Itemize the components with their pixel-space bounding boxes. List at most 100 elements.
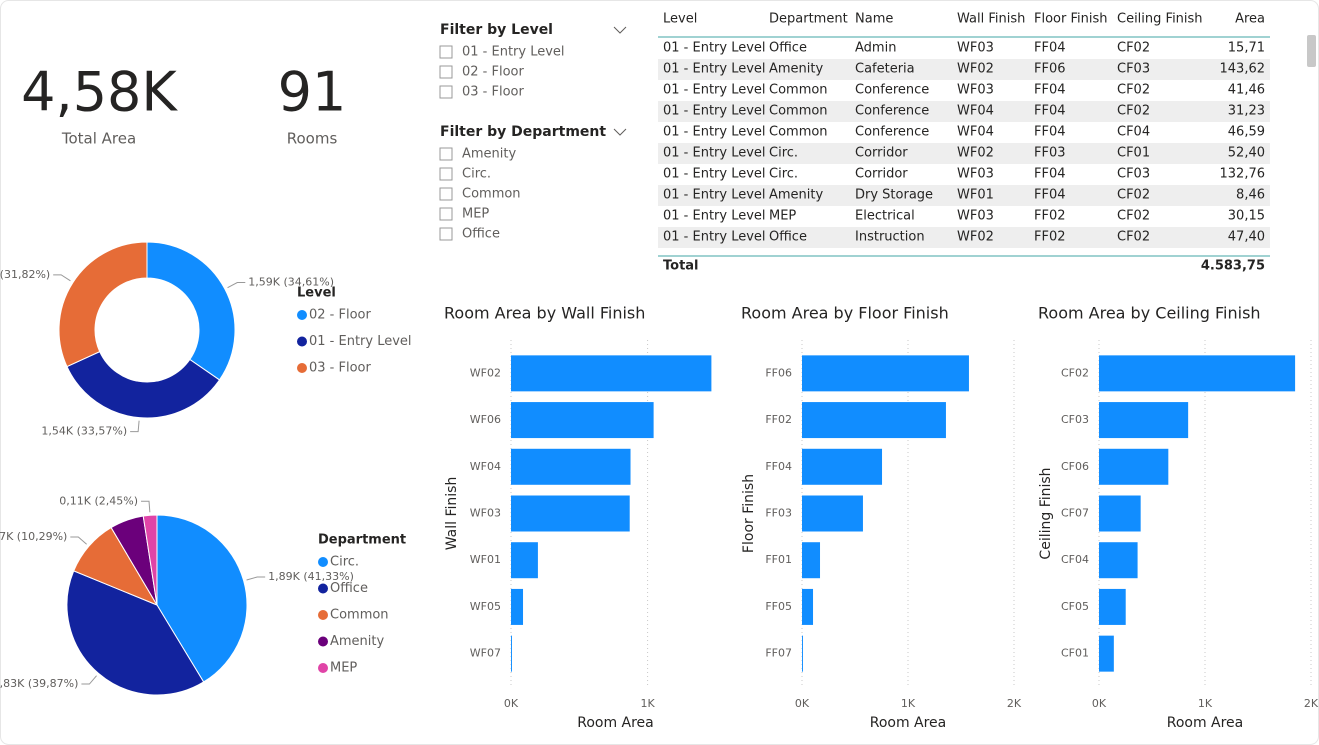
table-cell: Conference bbox=[855, 125, 929, 140]
table-cell: Common bbox=[769, 125, 828, 140]
bar bbox=[802, 448, 883, 485]
slicer-item[interactable]: Circ. bbox=[462, 167, 491, 182]
y-tick-label: FF02 bbox=[765, 413, 792, 426]
table-cell: CF02 bbox=[1117, 209, 1150, 224]
slicer-item[interactable]: Common bbox=[462, 187, 521, 202]
table-cell: CF02 bbox=[1117, 83, 1150, 98]
y-tick-label: CF04 bbox=[1061, 553, 1089, 566]
table-cell: FF03 bbox=[1034, 146, 1066, 161]
bar bbox=[1099, 588, 1126, 625]
y-tick-label: WF05 bbox=[470, 600, 501, 613]
chart-title: Room Area by Wall Finish bbox=[444, 304, 645, 323]
card-value: 91 bbox=[278, 61, 347, 124]
y-tick-label: CF02 bbox=[1061, 366, 1089, 379]
table-cell: 01 - Entry Level bbox=[663, 41, 766, 56]
bar bbox=[1099, 542, 1138, 579]
legend-item: 02 - Floor bbox=[309, 308, 371, 323]
table-cell: 30,15 bbox=[1228, 209, 1265, 224]
card-label: Total Area bbox=[61, 130, 136, 148]
table-cell: Corridor bbox=[855, 167, 908, 182]
leader-line bbox=[81, 675, 97, 685]
table-cell: WF03 bbox=[957, 167, 994, 182]
bar bbox=[511, 588, 524, 625]
slicer-checkbox[interactable] bbox=[439, 227, 453, 241]
data-label: 1,59K (34,61%) bbox=[248, 276, 334, 289]
leader-line bbox=[53, 274, 71, 282]
table-cell: 01 - Entry Level bbox=[663, 62, 766, 77]
slicer-checkbox[interactable] bbox=[439, 85, 453, 99]
slicer-checkbox[interactable] bbox=[439, 167, 453, 181]
slicer-item[interactable]: 01 - Entry Level bbox=[462, 45, 565, 60]
card-label: Rooms bbox=[287, 130, 338, 148]
data-label: 1,54K (33,57%) bbox=[41, 425, 127, 438]
table-cell: WF02 bbox=[957, 62, 994, 77]
bar bbox=[802, 355, 969, 392]
table-cell: 143,62 bbox=[1220, 62, 1266, 77]
slicer-item[interactable]: 02 - Floor bbox=[462, 65, 524, 80]
table-cell: Office bbox=[769, 230, 807, 245]
leader-line bbox=[141, 500, 151, 513]
table-cell: 52,40 bbox=[1228, 146, 1265, 161]
x-tick-label: 0K bbox=[795, 697, 810, 710]
row-band bbox=[658, 227, 1270, 248]
slicer-chevron bbox=[613, 26, 627, 34]
slicer-checkbox[interactable] bbox=[439, 187, 453, 201]
legend-item: Circ. bbox=[330, 555, 359, 570]
slice bbox=[156, 514, 248, 683]
table-cell: CF02 bbox=[1117, 104, 1150, 119]
y-tick-label: WF03 bbox=[470, 507, 501, 520]
table-cell: CF02 bbox=[1117, 230, 1150, 245]
slicer-checkbox[interactable] bbox=[439, 65, 453, 79]
slicer-checkbox[interactable] bbox=[439, 45, 453, 59]
table-cell: FF02 bbox=[1034, 209, 1066, 224]
legend-marker bbox=[297, 336, 307, 347]
table-cell: FF04 bbox=[1034, 104, 1066, 119]
total-label: Total bbox=[663, 259, 699, 274]
y-axis-label: Floor Finish bbox=[741, 474, 757, 553]
slicer-item[interactable]: 03 - Floor bbox=[462, 85, 524, 100]
legend-item: 03 - Floor bbox=[309, 361, 371, 376]
data-label: 1,83K (39,87%) bbox=[0, 677, 78, 690]
table-header: Ceiling Finish bbox=[1117, 12, 1203, 27]
table-cell: 01 - Entry Level bbox=[663, 188, 766, 203]
x-tick-label: 1K bbox=[1198, 697, 1213, 710]
table-cell: Admin bbox=[855, 41, 896, 56]
bar bbox=[1099, 635, 1114, 672]
table-header: Area bbox=[1235, 12, 1265, 27]
x-tick-label: 1K bbox=[901, 697, 916, 710]
x-tick-label: 0K bbox=[1092, 697, 1107, 710]
table-cell: Cafeteria bbox=[855, 62, 915, 77]
table-cell: Conference bbox=[855, 104, 929, 119]
table-header: Department bbox=[769, 12, 848, 27]
data-label: 0,11K (2,45%) bbox=[59, 494, 138, 507]
row-band bbox=[658, 185, 1270, 206]
slicer-checkbox[interactable] bbox=[439, 207, 453, 221]
bar bbox=[1099, 402, 1189, 439]
table-cell: 46,59 bbox=[1228, 125, 1265, 140]
leader-line bbox=[227, 282, 246, 289]
y-tick-label: CF06 bbox=[1061, 460, 1089, 473]
table-cell: Circ. bbox=[769, 146, 798, 161]
slicer-item[interactable]: Office bbox=[462, 227, 500, 242]
legend-marker bbox=[318, 557, 328, 567]
y-tick-label: CF01 bbox=[1061, 647, 1089, 660]
bar bbox=[802, 635, 803, 672]
table-cell: FF04 bbox=[1034, 188, 1066, 203]
y-tick-label: WF07 bbox=[470, 647, 501, 660]
table-cell: WF04 bbox=[957, 125, 994, 140]
x-tick-label: 1K bbox=[640, 697, 655, 710]
table-cell: Office bbox=[769, 41, 807, 56]
data-label: 1,46K (31,82%) bbox=[0, 268, 50, 281]
scrollbar[interactable] bbox=[1307, 35, 1316, 67]
bar bbox=[1099, 448, 1169, 485]
table-cell: 01 - Entry Level bbox=[663, 83, 766, 98]
y-tick-label: WF02 bbox=[470, 366, 501, 379]
slicer-item[interactable]: MEP bbox=[462, 207, 489, 222]
legend-marker bbox=[318, 636, 328, 647]
y-tick-label: WF06 bbox=[470, 413, 501, 426]
slicer-item[interactable]: Amenity bbox=[462, 147, 517, 162]
slicer-checkbox[interactable] bbox=[439, 147, 453, 161]
card-value: 4,58K bbox=[21, 61, 178, 124]
table-cell: CF03 bbox=[1117, 62, 1150, 77]
table-cell: CF01 bbox=[1117, 146, 1150, 161]
